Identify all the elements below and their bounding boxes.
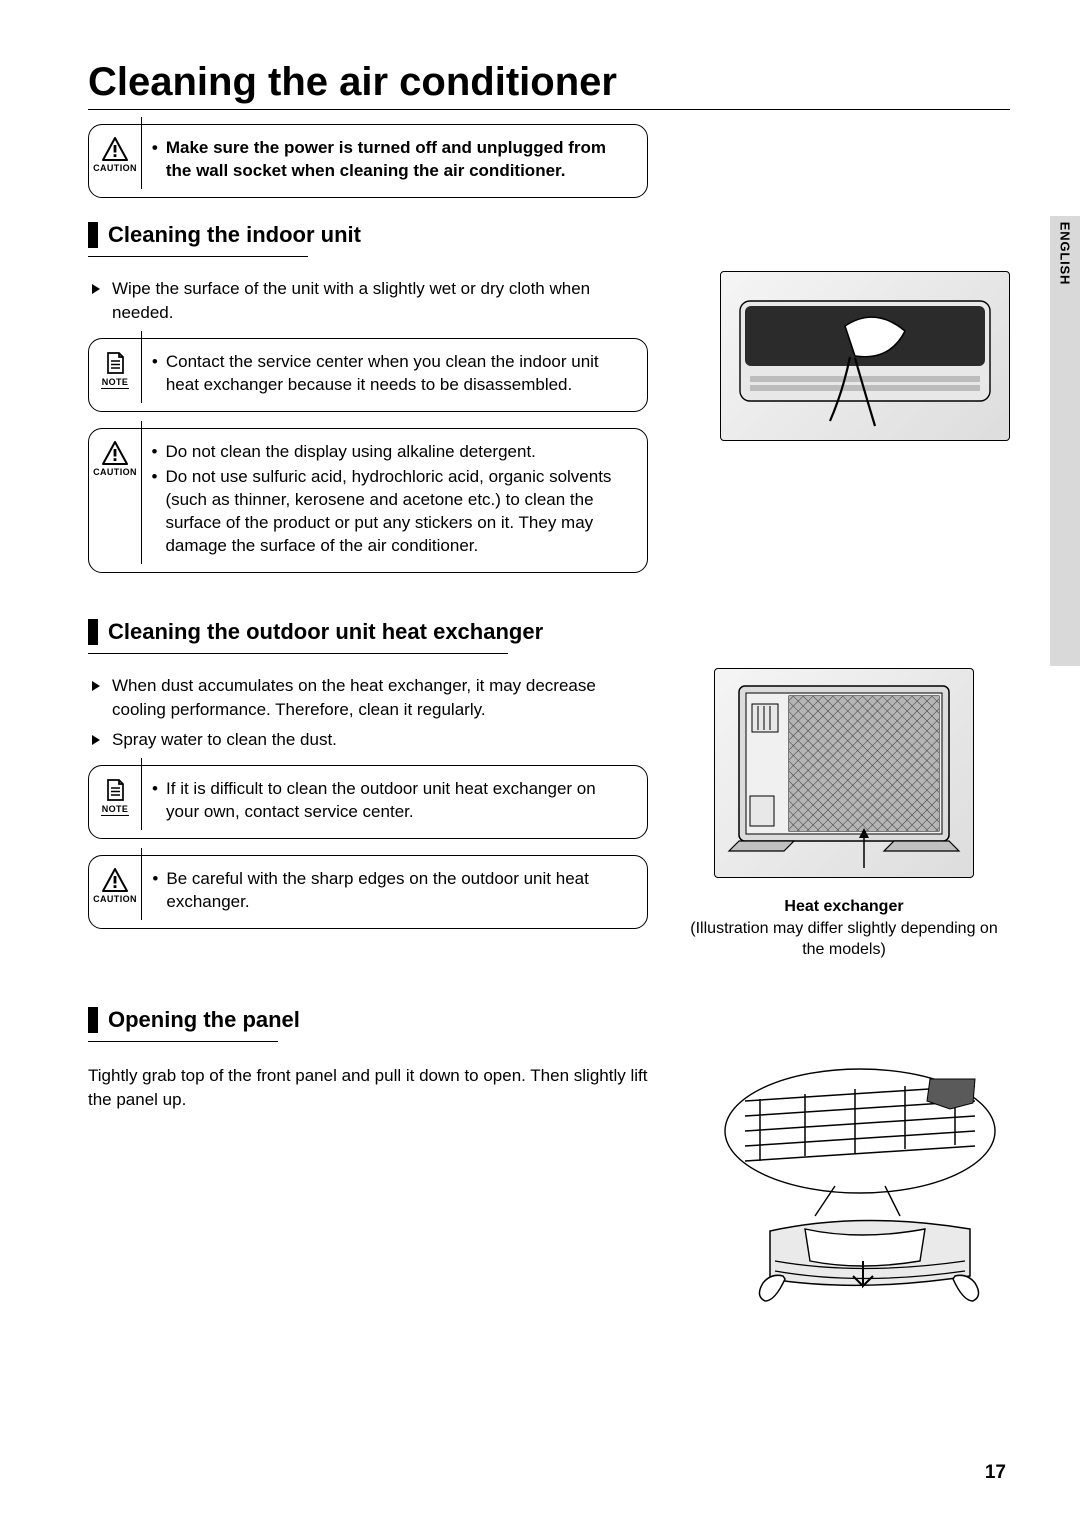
caution-icon-col: CAUTION — [89, 866, 141, 904]
section-bar — [88, 1007, 98, 1033]
outdoor-note-text: If it is difficult to clean the outdoor … — [152, 778, 631, 824]
outdoor-bullet-2: Spray water to clean the dust. — [88, 728, 648, 752]
note-label: NOTE — [102, 377, 129, 387]
page-number: 17 — [985, 1462, 1006, 1484]
outdoor-illustration — [714, 668, 974, 878]
main-caution-body: Make sure the power is turned off and un… — [142, 135, 637, 187]
outdoor-note-body: If it is difficult to clean the outdoor … — [142, 776, 637, 828]
outdoor-left: When dust accumulates on the heat exchan… — [88, 668, 648, 945]
note-icon-col: NOTE — [89, 349, 141, 389]
outdoor-right: Heat exchanger (Illustration may differ … — [678, 668, 1010, 961]
outdoor-caution-box: CAUTION Be careful with the sharp edges … — [88, 855, 648, 929]
outdoor-caution-body: Be careful with the sharp edges on the o… — [142, 866, 637, 918]
note-icon — [103, 351, 127, 375]
note-label: NOTE — [102, 804, 129, 814]
panel-two-col: Tightly grab top of the front panel and … — [88, 1056, 1010, 1316]
outdoor-caption: Heat exchanger (Illustration may differ … — [678, 896, 1010, 961]
indoor-note-body: Contact the service center when you clea… — [142, 349, 637, 401]
indoor-right — [678, 271, 1010, 441]
outdoor-section-rule — [88, 653, 508, 654]
indoor-illustration — [720, 271, 1010, 441]
caution-label: CAUTION — [93, 163, 137, 173]
outdoor-caption-bold: Heat exchanger — [784, 898, 903, 915]
indoor-caution-body: Do not clean the display using alkaline … — [141, 439, 637, 562]
note-underline — [101, 815, 129, 816]
panel-text: Tightly grab top of the front panel and … — [88, 1064, 648, 1112]
section-bar — [88, 222, 98, 248]
caution-icon-col: CAUTION — [89, 135, 141, 173]
panel-illustration — [710, 1056, 1010, 1316]
note-icon — [103, 778, 127, 802]
panel-section-rule — [88, 1041, 278, 1042]
caution-label: CAUTION — [93, 467, 137, 477]
indoor-section-head: Cleaning the indoor unit — [88, 222, 1010, 248]
indoor-caution-1: Do not clean the display using alkaline … — [151, 441, 631, 464]
panel-left: Tightly grab top of the front panel and … — [88, 1056, 648, 1128]
caution-icon-col: CAUTION — [89, 439, 141, 477]
panel-right — [678, 1056, 1010, 1316]
outdoor-section-head: Cleaning the outdoor unit heat exchanger — [88, 619, 1010, 645]
caution-icon — [102, 868, 128, 892]
caution-label: CAUTION — [93, 894, 137, 904]
caution-icon — [102, 137, 128, 161]
outdoor-note-box: NOTE If it is difficult to clean the out… — [88, 765, 648, 839]
indoor-note-box: NOTE Contact the service center when you… — [88, 338, 648, 412]
outdoor-bullets: When dust accumulates on the heat exchan… — [88, 674, 648, 751]
outdoor-heading: Cleaning the outdoor unit heat exchanger — [108, 619, 543, 645]
main-caution-text: Make sure the power is turned off and un… — [152, 137, 631, 183]
language-tab-label: ENGLISH — [1058, 222, 1073, 285]
indoor-heading: Cleaning the indoor unit — [108, 222, 361, 248]
note-underline — [101, 388, 129, 389]
indoor-two-col: Wipe the surface of the unit with a slig… — [88, 271, 1010, 589]
outdoor-two-col: When dust accumulates on the heat exchan… — [88, 668, 1010, 961]
caution-icon — [102, 441, 128, 465]
section-bar — [88, 619, 98, 645]
outdoor-caption-rest: (Illustration may differ slightly depend… — [690, 920, 997, 959]
outdoor-caution-text: Be careful with the sharp edges on the o… — [152, 868, 631, 914]
panel-heading: Opening the panel — [108, 1007, 300, 1033]
indoor-section-rule — [88, 256, 308, 257]
indoor-note-text: Contact the service center when you clea… — [152, 351, 631, 397]
indoor-caution-box: CAUTION Do not clean the display using a… — [88, 428, 648, 573]
page-title: Cleaning the air conditioner — [88, 60, 1010, 105]
title-rule — [88, 109, 1010, 110]
indoor-left: Wipe the surface of the unit with a slig… — [88, 271, 648, 589]
outdoor-bullet-1: When dust accumulates on the heat exchan… — [88, 674, 648, 722]
note-icon-col: NOTE — [89, 776, 141, 816]
language-tab: ENGLISH — [1050, 216, 1080, 666]
panel-section-head: Opening the panel — [88, 1007, 1010, 1033]
indoor-bullet-1: Wipe the surface of the unit with a slig… — [88, 277, 648, 325]
main-caution-box: CAUTION Make sure the power is turned of… — [88, 124, 648, 198]
indoor-bullets: Wipe the surface of the unit with a slig… — [88, 277, 648, 325]
indoor-caution-2: Do not use sulfuric acid, hydrochloric a… — [151, 466, 631, 558]
